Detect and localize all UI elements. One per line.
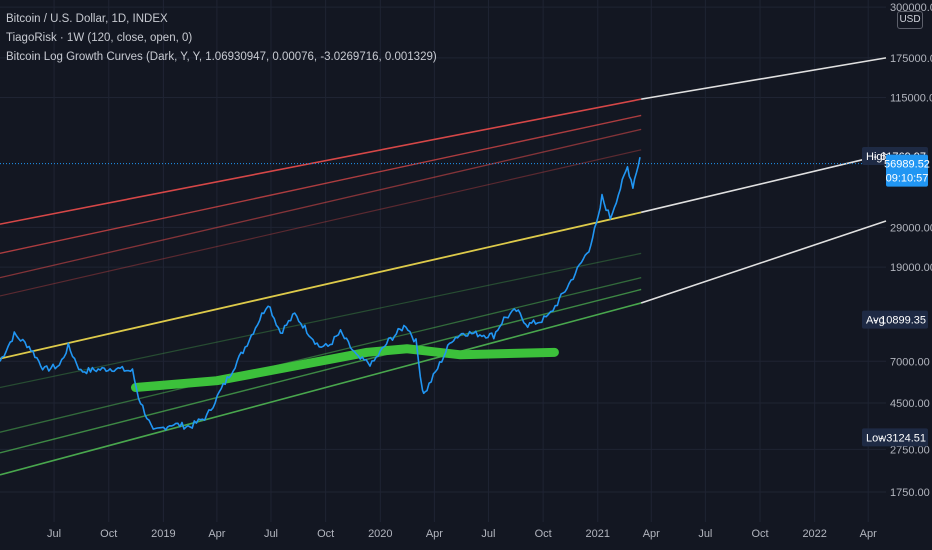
time-axis[interactable]: Jul Oct 2019 Apr Jul Oct 2020 Apr Jul Oct 2021 Apr J… xyxy=(47,528,877,540)
price-axis[interactable]: 300000.00175000.00115000.0029000.0019000… xyxy=(890,2,932,499)
low-tag-label: Low xyxy=(866,432,886,444)
x-tick-label-9: Oct xyxy=(535,528,552,540)
y-tick-label-5: 7000.00 xyxy=(890,356,930,368)
grid-lines xyxy=(0,0,886,522)
x-tick-label-3: Apr xyxy=(208,528,225,540)
projection-lines xyxy=(640,57,887,304)
x-tick-label-4: Jul xyxy=(264,528,278,540)
low-tag-value: - 3124.51 xyxy=(880,432,926,444)
x-tick-label-6: 2020 xyxy=(368,528,392,540)
growth-curve-low-3 xyxy=(0,288,642,454)
x-tick-label-12: Jul xyxy=(698,528,712,540)
x-tick-label-8: Jul xyxy=(481,528,495,540)
currency-button[interactable]: USD xyxy=(897,11,923,29)
risk-band-line xyxy=(130,344,559,393)
y-tick-label-4: 19000.00 xyxy=(890,262,932,274)
legend-main-symbol[interactable]: Bitcoin / U.S. Dollar, 1D, INDEX xyxy=(6,13,168,25)
growth-curve-top xyxy=(0,98,642,225)
avg-tag xyxy=(862,310,928,329)
x-tick-label-15: Apr xyxy=(860,528,877,540)
x-tick-label-11: Apr xyxy=(643,528,660,540)
risk-band xyxy=(130,344,559,393)
avg-tag-label: Avg xyxy=(866,315,885,327)
y-tick-label-1: 175000.00 xyxy=(890,53,932,65)
y-tick-label-3: 29000.00 xyxy=(890,222,932,234)
x-tick-label-7: Apr xyxy=(426,528,443,540)
projection-line-1 xyxy=(640,153,887,214)
growth-curve-low-1 xyxy=(0,252,642,389)
last-price-countdown: 09:10:57 xyxy=(886,173,929,185)
growth-curve-top-3 xyxy=(0,128,642,279)
growth-curve-top-2 xyxy=(0,114,642,255)
x-tick-label-10: 2021 xyxy=(586,528,610,540)
y-tick-label-7: 2750.00 xyxy=(890,444,930,456)
projection-line-0 xyxy=(641,57,887,100)
y-tick-label-6: 4500.00 xyxy=(890,398,930,410)
legend-indicator-log-growth[interactable]: Bitcoin Log Growth Curves (Dark, Y, Y, 1… xyxy=(6,51,437,63)
growth-curve-top-4 xyxy=(0,149,642,297)
x-tick-label-14: 2022 xyxy=(802,528,826,540)
x-tick-label-5: Oct xyxy=(317,528,334,540)
avg-tag-value: - 10899.35 xyxy=(873,315,926,327)
last-price-value: 56989.52 xyxy=(884,159,930,171)
x-tick-label-1: Oct xyxy=(100,528,117,540)
chart-legend: Bitcoin / U.S. Dollar, 1D, INDEX TiagoRi… xyxy=(6,10,437,67)
growth-curve-bottom xyxy=(0,302,642,476)
x-tick-label-2: 2019 xyxy=(151,528,175,540)
price-line xyxy=(0,157,641,431)
last-price-tag xyxy=(886,154,928,187)
log-growth-curves xyxy=(0,98,642,476)
growth-curve-low-2 xyxy=(0,277,642,433)
legend-indicator-tiagorisk[interactable]: TiagoRisk · 1W (120, close, open, 0) xyxy=(6,32,193,44)
low-tag xyxy=(862,428,928,447)
projection-line-2 xyxy=(640,220,887,304)
x-tick-label-13: Oct xyxy=(751,528,768,540)
high-tag-label: High xyxy=(866,151,889,163)
y-tick-label-8: 1750.00 xyxy=(890,487,930,499)
price-series xyxy=(0,157,641,431)
y-tick-label-2: 115000.00 xyxy=(890,92,932,104)
growth-curve-median xyxy=(0,211,642,360)
x-tick-label-0: Jul xyxy=(47,528,61,540)
